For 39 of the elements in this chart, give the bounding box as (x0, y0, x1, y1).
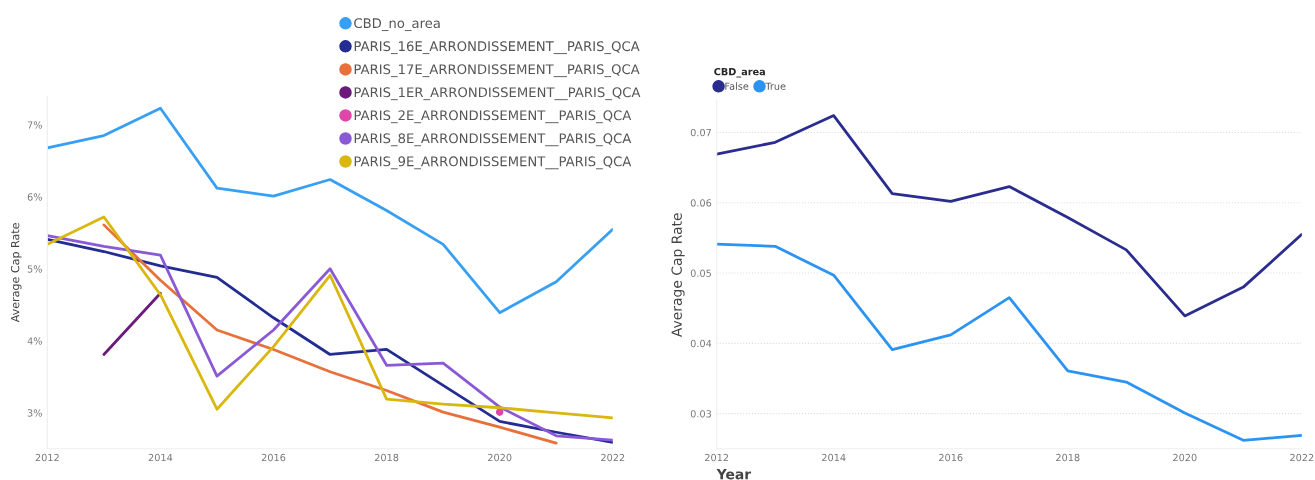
legend-label: PARIS_9E_ARRONDISSEMENT__PARIS_QCA (354, 156, 632, 170)
legend-label: PARIS_8E_ARRONDISSEMENT__PARIS_QCA (354, 133, 632, 147)
x-tick-label: 2012 (35, 453, 59, 462)
x-tick-label: 2022 (601, 453, 625, 462)
y-tick-label: 0.07 (690, 128, 711, 137)
y-tick-label: 0.03 (690, 410, 712, 418)
x-tick-label: 2020 (488, 453, 512, 462)
x-axis-title: Year (716, 469, 752, 480)
x-tick-label: 2016 (939, 453, 963, 462)
line-series (102, 223, 558, 445)
legend-label: True (765, 82, 786, 90)
legend-label: False (725, 82, 749, 90)
y-tick-label: 0.06 (690, 199, 712, 207)
x-tick-label: 2014 (148, 453, 173, 462)
y-axis-title: Average Cap Rate (671, 213, 685, 338)
legend-title: CBD_area (714, 67, 765, 78)
legend-label: PARIS_2E_ARRONDISSEMENT__PARIS_QCA (354, 110, 632, 124)
legend-label: CBD_no_area (354, 18, 440, 32)
x-tick-label: 2018 (1056, 453, 1080, 462)
line-series (716, 242, 1302, 442)
y-tick-label: 0.04 (690, 339, 712, 348)
legend-label: PARIS_16E_ARRONDISSEMENT__PARIS_QCA (354, 41, 640, 55)
legend-label: PARIS_1ER_ARRONDISSEMENT__PARIS_QCA (354, 87, 641, 101)
y-tick-label: 3% (27, 409, 42, 417)
x-tick-label: 2016 (261, 453, 286, 462)
y-tick-label: 4% (27, 337, 42, 345)
x-tick-label: 2020 (1173, 453, 1197, 462)
y-tick-label: 0.05 (690, 269, 711, 277)
x-tick-label: 2022 (1290, 453, 1314, 462)
legend-label: PARIS_17E_ARRONDISSEMENT__PARIS_QCA (354, 64, 640, 78)
y-axis-title: Average Cap Rate (10, 223, 22, 323)
y-tick-label: 7% (27, 121, 42, 129)
x-tick-label: 2012 (705, 453, 729, 462)
x-tick-label: 2014 (822, 453, 846, 462)
x-tick-label: 2018 (374, 453, 399, 462)
line-series (47, 215, 613, 420)
line-series (716, 114, 1302, 318)
y-tick-label: 5% (27, 265, 42, 273)
y-tick-label: 6% (27, 193, 42, 201)
